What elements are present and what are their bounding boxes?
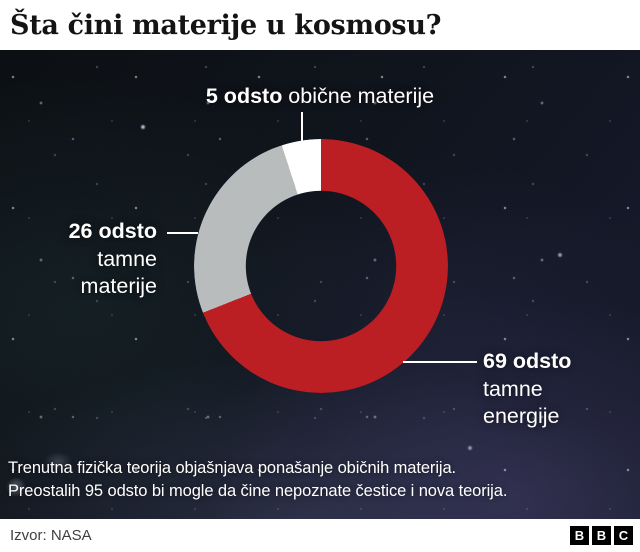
chart-annotation: Trenutna fizička teorija objašnjava pona… xyxy=(8,457,507,503)
label-ordinary-matter-text: obične materije xyxy=(282,84,435,108)
label-dark-energy: 69 odsto tamne energije xyxy=(483,348,571,431)
label-dark-matter-text-2: materije xyxy=(80,274,157,298)
label-dark-matter: 26 odsto tamne materije xyxy=(69,218,157,301)
callout-line-dark-matter xyxy=(167,232,198,234)
title-bar: Šta čini materije u kosmosu? xyxy=(0,0,640,50)
bbc-logo: B B C xyxy=(570,526,633,545)
label-dark-energy-value: 69 odsto xyxy=(483,349,572,373)
annotation-line-2: Preostalih 95 odsto bi mogle da čine nep… xyxy=(8,482,508,500)
annotation-line-1: Trenutna fizička teorija objašnjava pona… xyxy=(8,459,457,477)
page-title: Šta čini materije u kosmosu? xyxy=(10,9,442,41)
donut-chart xyxy=(194,139,448,393)
bbc-logo-block-c: C xyxy=(614,526,633,545)
label-dark-matter-value: 26 odsto xyxy=(68,219,157,243)
callout-line-ordinary-matter xyxy=(301,112,303,141)
label-dark-matter-text-1: tamne xyxy=(97,246,157,271)
source-label: Izvor: NASA xyxy=(10,527,92,544)
bbc-logo-block-b1: B xyxy=(570,526,589,545)
label-dark-energy-text-2: energije xyxy=(483,404,560,428)
label-ordinary-matter-value: 5 odsto xyxy=(205,84,283,108)
label-dark-energy-text-1: tamne xyxy=(483,376,543,401)
callout-line-dark-energy xyxy=(403,361,477,363)
starfield-background: 5 odsto obične materije 26 odsto tamne m… xyxy=(0,50,640,519)
footer: Izvor: NASA B B C xyxy=(0,519,640,552)
label-ordinary-matter: 5 odsto obične materije xyxy=(0,83,640,111)
bbc-logo-block-b2: B xyxy=(592,526,611,545)
